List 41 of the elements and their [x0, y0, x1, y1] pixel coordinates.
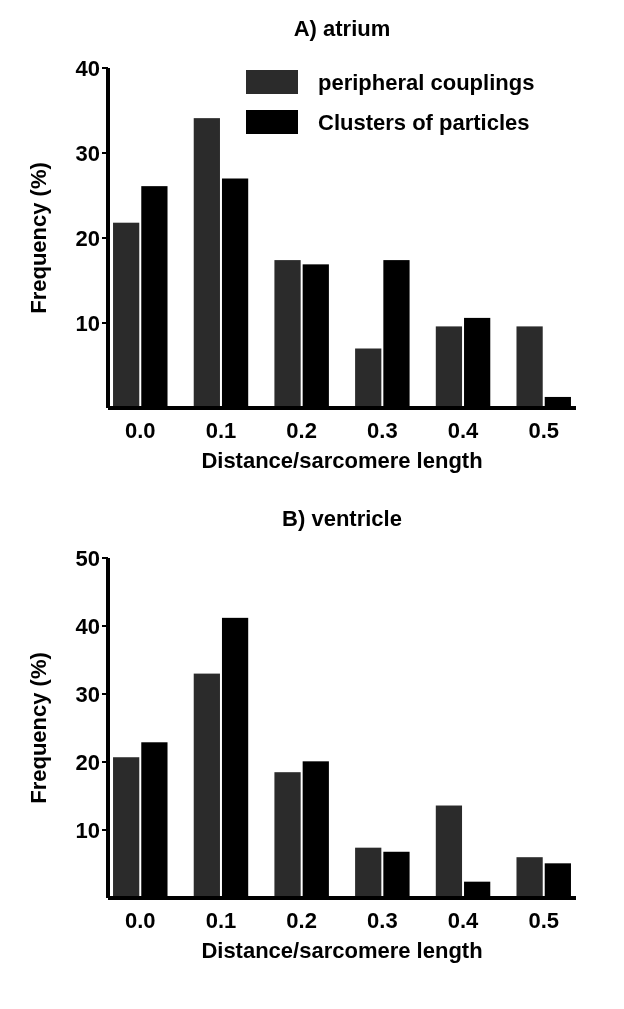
bar	[193, 673, 220, 898]
x-tick-label: 0.4	[447, 418, 480, 443]
x-tick-label: 0.5	[528, 418, 560, 443]
legend-label: Clusters of particles	[318, 109, 530, 135]
y-axis-title: Frequency (%)	[26, 652, 51, 804]
x-tick-label: 0.3	[367, 908, 398, 933]
x-tick-label: 0.4	[447, 908, 480, 933]
y-tick-label: 20	[75, 225, 100, 251]
x-tick-label: 0.2	[286, 418, 317, 443]
y-tick-label: 30	[75, 681, 100, 707]
y-tick-label: 20	[75, 749, 100, 775]
x-tick-label: 0.1	[205, 418, 237, 443]
x-tick-label: 0.0	[124, 908, 156, 933]
bar	[193, 118, 220, 408]
x-tick-label: 0.0	[124, 418, 156, 443]
bar	[516, 857, 543, 898]
y-tick-label: 30	[75, 140, 100, 166]
y-axis-title: Frequency (%)	[26, 162, 51, 314]
y-tick-label: 40	[75, 55, 100, 81]
bar	[113, 222, 140, 408]
y-tick-label: 40	[75, 613, 100, 639]
x-tick-label: 0.5	[528, 908, 560, 933]
bar	[355, 847, 382, 898]
legend-label: peripheral couplings	[318, 69, 535, 95]
bar	[274, 772, 301, 898]
y-tick-label: 10	[75, 310, 100, 336]
bar	[274, 260, 301, 408]
x-tick-label: 0.3	[367, 418, 398, 443]
y-tick-label: 50	[75, 545, 100, 571]
bar	[435, 805, 463, 898]
y-tick-label: 10	[75, 817, 100, 843]
bar	[435, 326, 463, 408]
x-axis-title: Distance/sarcomere length	[201, 938, 483, 963]
chart-title: A) atrium	[293, 16, 391, 41]
bar	[113, 757, 140, 898]
bar	[355, 348, 382, 408]
bar	[516, 326, 543, 408]
chart-title: B) ventricle	[282, 506, 402, 531]
x-axis-title: Distance/sarcomere length	[201, 448, 483, 473]
x-tick-label: 0.1	[205, 908, 237, 933]
x-tick-label: 0.2	[286, 908, 317, 933]
